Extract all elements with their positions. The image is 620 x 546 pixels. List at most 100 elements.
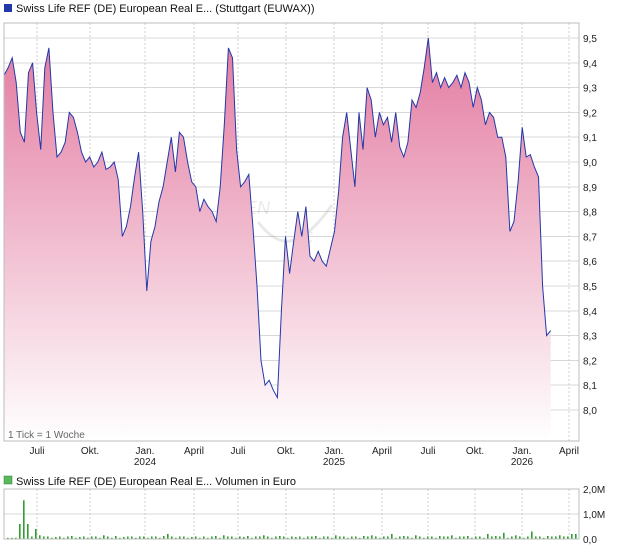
price-y-tick-label: 8,3 — [583, 332, 597, 343]
volume-bar — [479, 536, 481, 539]
volume-bar — [559, 535, 561, 540]
volume-bar — [335, 535, 337, 540]
volume-legend-swatch — [3, 475, 13, 485]
volume-bar — [379, 537, 381, 540]
volume-bar — [331, 537, 333, 540]
volume-bar — [295, 537, 297, 539]
volume-bar — [343, 536, 345, 539]
volume-bar — [43, 536, 45, 539]
volume-bar — [271, 537, 273, 540]
volume-bar — [507, 537, 509, 540]
price-y-tick-label: 8,2 — [583, 356, 597, 367]
volume-bar — [443, 536, 445, 539]
volume-bar — [555, 536, 557, 539]
volume-bar — [35, 529, 37, 539]
volume-bar — [543, 537, 545, 540]
volume-bar — [483, 537, 485, 540]
volume-bar — [231, 536, 233, 539]
volume-bar — [415, 535, 417, 540]
price-y-tick-label: 9,0 — [583, 158, 597, 169]
price-y-tick-label: 8,8 — [583, 208, 597, 219]
volume-bar — [419, 536, 421, 539]
price-y-tick-label: 9,5 — [583, 34, 597, 45]
volume-bar — [31, 536, 33, 539]
volume-bar — [435, 537, 437, 540]
volume-bar — [47, 536, 49, 539]
price-line — [3, 37, 552, 400]
price-y-tick-label: 8,9 — [583, 183, 597, 194]
volume-chart: 0,0 1,0M 2,0M — [3, 485, 605, 546]
volume-bar — [427, 536, 429, 539]
volume-bar — [475, 536, 477, 539]
price-x-tick-label: April — [559, 446, 579, 457]
volume-chart-title: Swiss Life REF (DE) European Real E... V… — [16, 476, 296, 488]
volume-bar — [383, 536, 385, 539]
volume-bar — [515, 535, 517, 540]
price-x-tick-label: Juli — [230, 446, 245, 457]
volume-bar — [407, 536, 409, 539]
price-area-fill — [4, 38, 551, 441]
price-y-tick-label: 9,1 — [583, 133, 597, 144]
volume-bar — [439, 536, 441, 539]
volume-bar — [359, 537, 361, 540]
volume-bar — [487, 534, 489, 539]
volume-bar — [423, 537, 425, 540]
price-x-tick-label: Jan. — [136, 446, 155, 457]
volume-bar — [135, 537, 137, 540]
volume-bar — [119, 537, 121, 540]
volume-bar — [267, 536, 269, 539]
volume-bar — [111, 537, 113, 540]
volume-bar — [223, 535, 225, 540]
volume-bar — [459, 536, 461, 539]
volume-bar — [175, 537, 177, 540]
volume-bar — [75, 537, 77, 540]
volume-bar — [251, 537, 253, 540]
volume-bar — [279, 536, 281, 539]
volume-bar — [59, 536, 61, 539]
volume-bar — [187, 537, 189, 540]
volume-bar — [103, 535, 105, 540]
volume-bar — [171, 536, 173, 539]
price-y-tick-label: 8,1 — [583, 381, 597, 392]
volume-bar — [263, 535, 265, 540]
volume-bar — [471, 537, 473, 540]
volume-bar — [159, 537, 161, 540]
volume-bar — [399, 536, 401, 539]
volume-bar — [99, 537, 101, 540]
volume-bar — [151, 536, 153, 539]
volume-bar — [547, 536, 549, 539]
volume-bar — [167, 534, 169, 539]
tick-note: 1 Tick = 1 Woche — [8, 430, 85, 441]
volume-bar — [375, 536, 377, 539]
volume-bar — [463, 536, 465, 539]
volume-bar — [191, 537, 193, 539]
volume-bar — [455, 537, 457, 540]
volume-bar — [155, 536, 157, 539]
volume-bar — [387, 536, 389, 539]
volume-bar — [495, 536, 497, 539]
volume-bar — [499, 536, 501, 539]
price-x-tick-label: Okt. — [466, 446, 484, 457]
volume-bar — [183, 536, 185, 539]
price-legend-swatch — [4, 4, 12, 12]
volume-bar — [179, 536, 181, 539]
volume-bars — [7, 500, 577, 540]
volume-bar — [63, 537, 65, 540]
volume-bar — [467, 536, 469, 539]
price-x-tick-label: April — [372, 446, 392, 457]
price-x-tick-label: April — [184, 446, 204, 457]
volume-bar — [563, 536, 565, 539]
volume-bar — [523, 537, 525, 540]
price-y-tick-label: 9,3 — [583, 84, 597, 95]
volume-bar — [127, 536, 129, 539]
volume-bar — [91, 536, 93, 539]
volume-bar — [147, 537, 149, 540]
volume-bar — [67, 536, 69, 539]
volume-bar — [139, 536, 141, 539]
price-x-year-label: 2024 — [134, 457, 157, 468]
volume-bar — [23, 500, 25, 540]
volume-bar — [367, 536, 369, 539]
volume-bar — [219, 537, 221, 540]
volume-bar — [567, 536, 569, 539]
volume-bar — [107, 536, 109, 539]
